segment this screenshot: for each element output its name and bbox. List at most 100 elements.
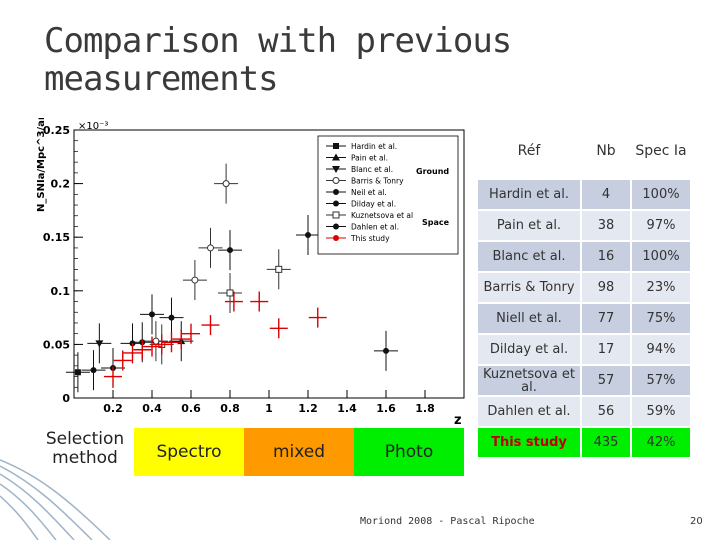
data-point [209, 324, 212, 327]
cell-spec: 100% [630, 179, 690, 210]
y-tick-label: 0.15 [43, 231, 70, 244]
cell-spec: 57% [630, 365, 690, 396]
data-point [332, 177, 340, 184]
data-point [305, 232, 311, 239]
series-this-study [104, 291, 327, 387]
y-tick-label: 0.25 [43, 124, 70, 137]
page-number: 20 [690, 516, 703, 527]
table-row-this-study: This study 435 42% [478, 427, 690, 458]
x-axis-label: z [454, 413, 462, 428]
header-spec: Spec Ia [630, 124, 690, 179]
y-tick-label: 0 [62, 392, 70, 405]
cell-nb: 56 [580, 396, 631, 427]
cell-spec: 23% [630, 272, 690, 303]
x-tick-label: 1 [265, 402, 273, 415]
data-point [222, 180, 230, 188]
data-point [151, 345, 153, 348]
cell-spec: 42% [630, 427, 690, 458]
x-tick-label: 0.8 [220, 402, 240, 415]
legend: Hardin et al. Pain et al. Blanc et al. Barr… [317, 135, 459, 255]
y-tick-label: 0.2 [51, 178, 71, 191]
cell-ref: Barris & Tonry [478, 272, 581, 303]
method-mixed-box: mixed [244, 428, 354, 476]
data-point [141, 348, 144, 351]
x-tick-label: 0.6 [181, 402, 201, 415]
legend-entry: Hardin et al. [351, 142, 397, 151]
cell-nb: 77 [580, 303, 631, 334]
data-point [333, 235, 339, 241]
data-point [333, 189, 339, 195]
data-point [121, 359, 124, 362]
legend-entry: Barris & Tonry [351, 177, 404, 186]
table-row: Pain et al. 38 97% [478, 210, 690, 241]
table-row: Kuznetsova et al. 57 57% [478, 365, 690, 396]
cell-ref: Dilday et al. [478, 334, 581, 365]
data-point [333, 143, 339, 149]
corner-decoration [0, 459, 111, 540]
method-photo-box: Photo [354, 428, 464, 476]
table-row: Blanc et al. 16 100% [478, 241, 690, 272]
data-point [191, 276, 199, 284]
data-point [160, 343, 163, 346]
y-axis-label: N_SNIa/Mpc^3/an [36, 118, 47, 212]
data-point [74, 369, 81, 376]
data-point [170, 341, 173, 344]
cell-spec: 97% [630, 210, 690, 241]
data-point [131, 351, 134, 354]
data-point [275, 265, 283, 273]
data-point [258, 300, 261, 303]
cell-spec: 75% [630, 303, 690, 334]
data-point [333, 200, 339, 207]
x-tick-label: 0.2 [103, 402, 123, 415]
x-tick-label: 0.4 [142, 402, 162, 415]
rate-chart: 0.2 0.4 0.6 0.8 1 1.2 1.4 1.6 1.8 0 0.05 0.1 0.15 0.2… [36, 118, 465, 428]
slide-title: Comparison with previous measurements [44, 21, 512, 99]
data-point [95, 340, 104, 348]
data-point [332, 166, 340, 173]
y-tick-label: 0.05 [43, 338, 70, 351]
table-row: Dahlen et al. 56 59% [478, 396, 690, 427]
cell-nb: 4 [580, 179, 631, 210]
series-dahlen-et-al- [140, 215, 398, 371]
legend-entry: Blanc et al. [351, 165, 393, 174]
data-point [227, 247, 233, 254]
cell-nb: 16 [580, 241, 631, 272]
cell-nb: 98 [580, 272, 631, 303]
data-point [332, 211, 340, 219]
cell-spec: 59% [630, 396, 690, 427]
data-point [90, 367, 97, 374]
legend-entry: Pain et al. [351, 154, 388, 163]
cell-ref: Blanc et al. [478, 241, 581, 272]
data-point [383, 347, 389, 354]
legend-entry: Dilday et al. [351, 200, 396, 209]
legend-entry: Dahlen et al. [351, 223, 399, 232]
legend-space-annotation: Space [422, 218, 450, 227]
cell-nb: 57 [580, 365, 631, 396]
data-point [226, 289, 234, 297]
data-point [207, 244, 214, 252]
x-tick-label: 1.8 [415, 402, 435, 415]
header-ref: Réf [478, 124, 581, 179]
table-row: Barris & Tonry 98 23% [478, 272, 690, 303]
data-point [332, 153, 340, 161]
series-barris-tonry [143, 163, 239, 362]
y-multiplier-label: ×10⁻³ [78, 121, 108, 132]
legend-ground-annotation: Ground [416, 167, 449, 176]
data-point [168, 314, 175, 321]
cell-ref: Pain et al. [478, 210, 581, 241]
method-spectro-box: Spectro [134, 428, 244, 476]
table-row: Hardin et al. 4 100% [478, 179, 690, 210]
series-hardin-et-al- [65, 352, 90, 393]
legend-entry: Kuznetsova et al [351, 211, 413, 220]
cell-spec: 100% [630, 241, 690, 272]
cell-ref: Dahlen et al. [478, 396, 581, 427]
cell-ref: Hardin et al. [478, 179, 581, 210]
legend-entry: Neil et al. [351, 188, 387, 197]
data-point [277, 327, 280, 330]
cell-ref: Niell et al. [478, 303, 581, 334]
footer-text: Moriond 2008 - Pascal Ripoche [360, 516, 535, 527]
data-point [112, 375, 114, 378]
legend-entry: This study [350, 234, 390, 243]
data-point [190, 332, 192, 335]
cell-nb: 17 [580, 334, 631, 365]
